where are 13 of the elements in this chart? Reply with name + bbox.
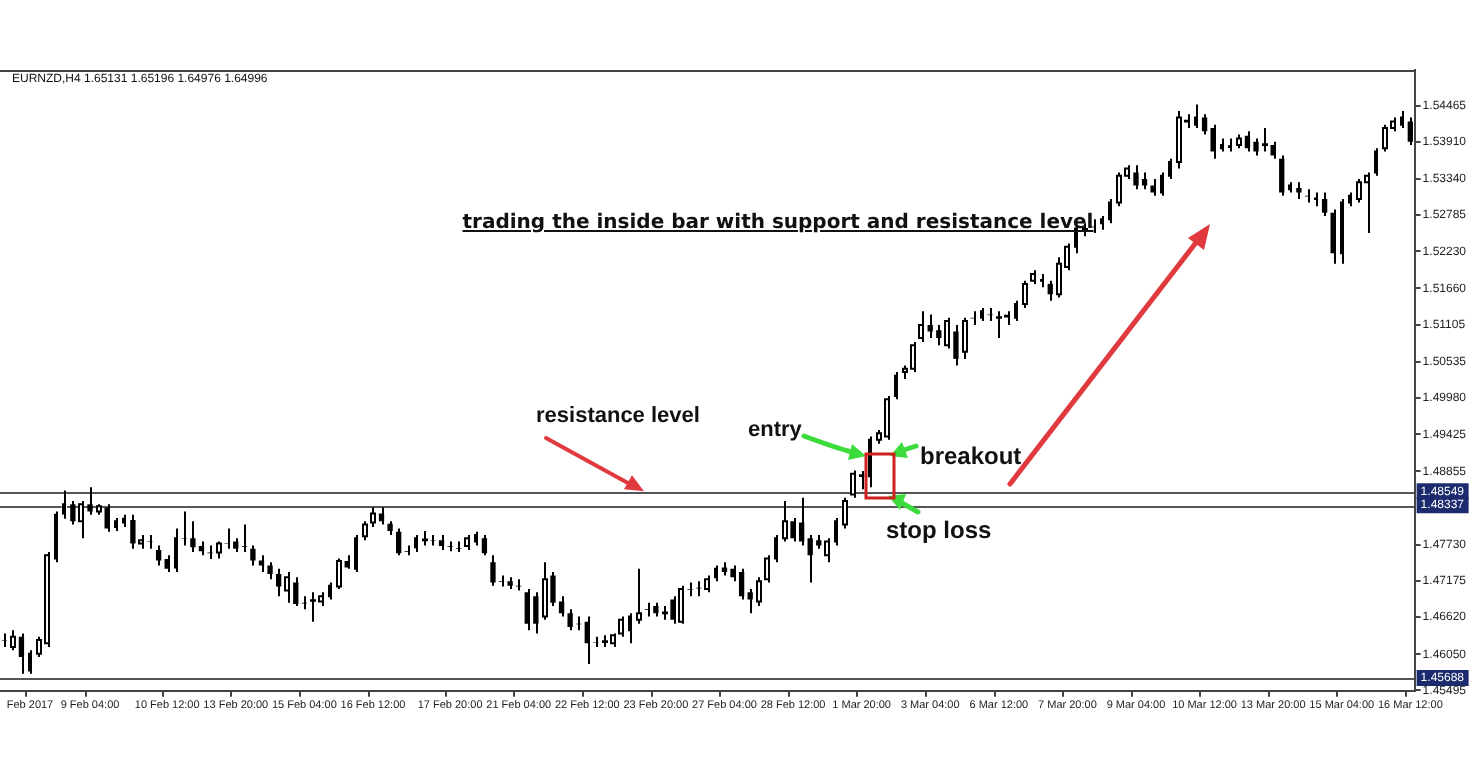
candlestick — [430, 533, 436, 547]
candlestick — [687, 581, 693, 598]
candlestick — [1304, 188, 1311, 204]
candlestick — [456, 540, 462, 553]
annotation: entry — [748, 418, 802, 442]
annotation: breakout — [920, 442, 1022, 470]
candlestick — [241, 523, 247, 553]
candlestick — [404, 544, 410, 557]
candlestick — [224, 527, 230, 550]
text: trading the inside bar with support and resistance level — [462, 212, 1094, 234]
annotation: resistance level — [536, 404, 700, 428]
candlestick — [447, 540, 453, 553]
annotation: stop loss — [886, 516, 992, 544]
